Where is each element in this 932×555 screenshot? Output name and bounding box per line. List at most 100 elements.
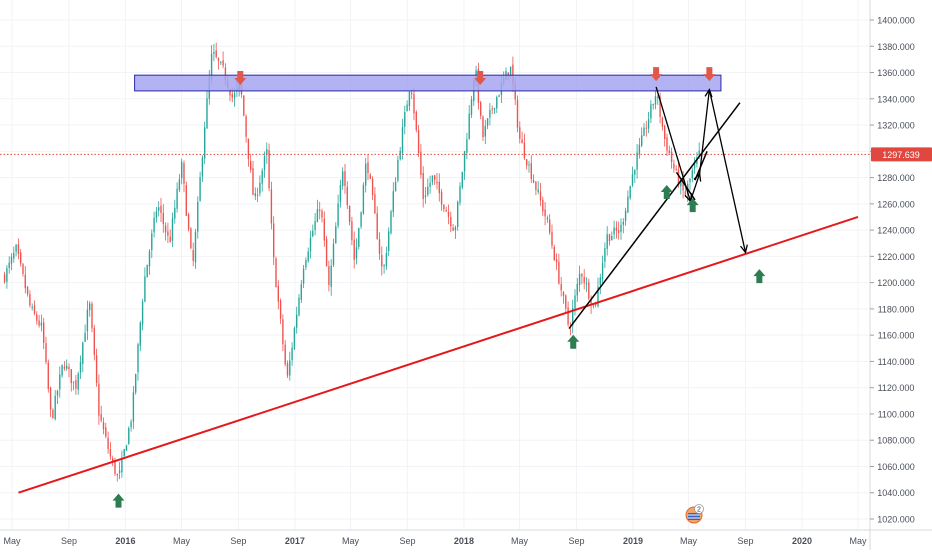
candle-body xyxy=(6,268,8,282)
candle xyxy=(397,155,399,183)
candle-body xyxy=(203,127,206,159)
candle xyxy=(118,462,121,480)
candle-body xyxy=(553,246,555,261)
buy-arrow-icon[interactable] xyxy=(112,493,125,508)
candle-body xyxy=(355,247,358,259)
x-tick-label: Sep xyxy=(230,536,246,546)
candle-body xyxy=(107,437,109,450)
candle-body xyxy=(640,135,643,146)
candle xyxy=(82,341,84,373)
gridlines xyxy=(0,0,870,530)
candle-body xyxy=(468,113,470,140)
projection-segment[interactable] xyxy=(708,89,747,253)
candle xyxy=(404,105,406,135)
support-trendline[interactable] xyxy=(18,216,859,494)
annotations[interactable] xyxy=(0,67,870,508)
candle xyxy=(279,298,282,324)
candle-body xyxy=(693,162,696,169)
candle-body xyxy=(599,277,601,286)
projection-segment[interactable] xyxy=(689,173,701,202)
candle xyxy=(390,209,392,235)
candle xyxy=(562,290,565,304)
candle-body xyxy=(144,276,146,302)
candle xyxy=(486,118,489,130)
resistance-zone[interactable] xyxy=(134,74,722,92)
candle-body xyxy=(661,117,664,127)
candle-body xyxy=(270,189,273,224)
candle-body xyxy=(259,182,261,194)
candle-body xyxy=(427,186,429,195)
candle xyxy=(8,256,10,274)
buy-arrow-icon[interactable] xyxy=(686,198,699,213)
candle xyxy=(427,178,429,197)
x-tick-label: May xyxy=(342,536,360,546)
candle xyxy=(105,422,107,439)
short-trendline[interactable] xyxy=(568,102,741,330)
sell-arrow-icon[interactable] xyxy=(234,71,247,86)
buy-arrow-icon[interactable] xyxy=(753,269,766,284)
candle xyxy=(624,207,627,226)
candle-body xyxy=(482,116,484,138)
candle-body xyxy=(590,299,592,305)
candle-body xyxy=(413,94,415,114)
candle xyxy=(436,172,438,190)
y-tick-label: 1220.000 xyxy=(877,252,915,262)
candle xyxy=(544,201,546,226)
sell-arrow-icon[interactable] xyxy=(650,67,663,82)
candle-body xyxy=(84,332,86,342)
flag-badge[interactable]: 2 xyxy=(685,504,704,524)
candle xyxy=(185,181,187,217)
candle xyxy=(56,389,59,404)
candle xyxy=(351,216,353,246)
candle xyxy=(40,314,43,332)
candle xyxy=(162,204,164,233)
candle-body xyxy=(137,344,139,373)
candle-body xyxy=(176,188,178,209)
buy-arrow-icon[interactable] xyxy=(660,185,673,200)
candle-body xyxy=(132,392,135,422)
candle-body xyxy=(450,216,452,227)
candle-body xyxy=(52,409,54,418)
candle xyxy=(22,262,24,277)
candle-body xyxy=(261,170,263,184)
y-tick-label: 1200.000 xyxy=(877,278,915,288)
candle xyxy=(578,265,581,292)
projection-segment[interactable] xyxy=(655,86,691,202)
candle xyxy=(634,169,636,183)
y-tick-label: 1240.000 xyxy=(877,226,915,236)
candle-body xyxy=(33,305,36,314)
candle xyxy=(468,105,470,140)
x-tick-label: May xyxy=(3,536,21,546)
candle xyxy=(6,265,8,289)
candle xyxy=(305,257,307,271)
candle xyxy=(302,264,305,288)
sell-arrow-icon[interactable] xyxy=(474,71,487,86)
candle xyxy=(571,299,574,334)
candle-body xyxy=(185,185,187,216)
candle-body xyxy=(606,234,608,249)
candle xyxy=(245,114,247,143)
x-tick-label: May xyxy=(680,536,698,546)
candle xyxy=(125,444,128,451)
candle-body xyxy=(22,264,24,274)
last-price-badge[interactable]: 1297.639 xyxy=(871,147,932,162)
candle-body xyxy=(433,175,436,180)
candle-body xyxy=(636,152,638,170)
sell-arrow-icon[interactable] xyxy=(703,67,716,82)
candle-body xyxy=(272,223,275,258)
candle-body xyxy=(390,211,392,234)
candle xyxy=(450,211,452,233)
candle-body xyxy=(323,218,325,241)
buy-arrow-icon[interactable] xyxy=(567,334,580,349)
candle xyxy=(408,91,411,111)
candle-body xyxy=(689,178,691,183)
projection-segment[interactable] xyxy=(698,89,711,174)
candle xyxy=(295,306,298,334)
candle-body xyxy=(415,111,417,130)
candle xyxy=(362,182,365,215)
candle xyxy=(535,181,537,196)
